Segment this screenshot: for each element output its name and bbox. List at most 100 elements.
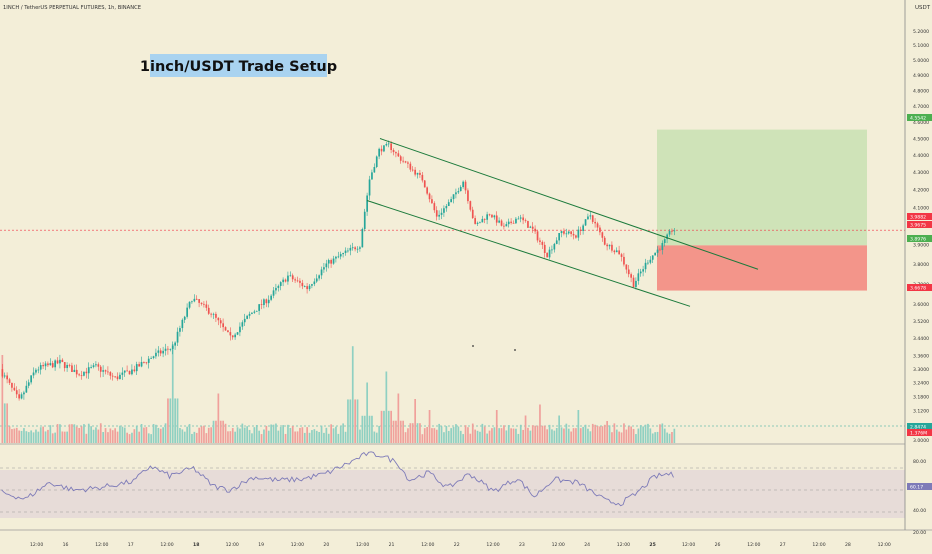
- volume-bar: [395, 420, 397, 443]
- volume-bar: [186, 426, 188, 443]
- candle-body: [294, 279, 296, 281]
- volume-bar: [671, 432, 673, 443]
- volume-bar: [438, 423, 440, 443]
- volume-bar: [25, 431, 28, 443]
- candle-body: [78, 374, 80, 376]
- volume-bar: [42, 426, 44, 443]
- candle-body: [375, 156, 378, 167]
- candle-body: [27, 382, 30, 386]
- candle-body: [111, 375, 114, 377]
- volume-bar: [174, 398, 176, 443]
- candle-body: [181, 319, 184, 329]
- volume-bar: [522, 429, 524, 443]
- candle-body: [627, 269, 630, 275]
- volume-bar: [227, 431, 229, 443]
- profit-zone[interactable]: [657, 129, 867, 246]
- volume-bar: [651, 433, 654, 443]
- volume-bar: [534, 425, 536, 443]
- candle-body: [241, 322, 244, 327]
- candle-body: [563, 231, 565, 234]
- candle-body: [349, 247, 352, 251]
- loss-zone[interactable]: [657, 245, 867, 291]
- candle-body: [476, 222, 479, 224]
- candle-body: [251, 312, 253, 314]
- candle-body: [495, 215, 498, 223]
- volume-bar: [332, 428, 335, 443]
- candle-body: [673, 230, 676, 232]
- volume-bar: [318, 432, 320, 443]
- price-tick-label: 4.5000: [913, 136, 929, 142]
- volume-bar: [368, 415, 371, 443]
- volume-bar: [217, 393, 220, 443]
- volume-bar: [294, 431, 296, 443]
- price-tick-label: 3.6000: [913, 302, 929, 308]
- volume-bar: [335, 426, 337, 443]
- volume-bar: [138, 431, 140, 443]
- candle-body: [671, 230, 673, 232]
- volume-bar: [539, 404, 541, 443]
- channel-lower-line[interactable]: [366, 200, 691, 307]
- symbol-line: 1INCH / TetherUS PERPETUAL FUTURES, 1h, …: [3, 5, 141, 11]
- volume-bar: [279, 426, 282, 443]
- volume-bar: [150, 434, 152, 443]
- candle-body: [229, 332, 232, 336]
- time-tick-label: 25: [649, 542, 655, 548]
- volume-bar: [423, 428, 426, 443]
- channel-lines[interactable]: [366, 138, 759, 307]
- volume-bar: [267, 430, 270, 443]
- candle-body: [572, 233, 575, 236]
- candle-body: [435, 210, 438, 217]
- candle-body: [584, 219, 587, 226]
- volume-bar: [491, 428, 493, 443]
- candle-body: [651, 255, 654, 260]
- time-tick-label: 21: [389, 542, 395, 548]
- candle-body: [140, 362, 143, 367]
- volume-bar: [589, 431, 592, 443]
- volume-bar: [623, 423, 625, 443]
- volume-bar: [618, 431, 620, 443]
- candle-body: [512, 222, 515, 224]
- price-tick-label: 3.3600: [913, 354, 929, 360]
- volume-bar: [157, 427, 160, 443]
- volume-bar: [59, 424, 61, 443]
- price-axis[interactable]: 5.2000 5.1000 5.0000 4.9000 4.8000 4.7000 4.60…: [913, 29, 929, 536]
- candle-body: [498, 220, 500, 223]
- volume-bar: [421, 434, 424, 443]
- volume-bar: [51, 433, 54, 443]
- candle-body: [654, 252, 656, 256]
- volume-bar: [35, 429, 37, 443]
- volume-bar: [6, 403, 8, 443]
- candle-body: [445, 206, 448, 209]
- channel-upper-line[interactable]: [379, 138, 759, 270]
- time-axis[interactable]: 12:00 16 12:00 17 12:00 18 12:00 19 12:00 20 12:00…: [30, 542, 891, 548]
- candle-body: [354, 247, 356, 250]
- stray-dot: [472, 345, 474, 347]
- volume-bar: [287, 424, 289, 443]
- candle-body: [212, 313, 215, 315]
- volume-bar: [471, 423, 474, 443]
- volume-bar: [56, 424, 59, 443]
- volume-bar: [546, 429, 548, 443]
- price-badge: [907, 423, 932, 430]
- volume-bar: [80, 426, 83, 443]
- price-tick-label: 3.4400: [913, 336, 929, 342]
- volume-bar: [258, 430, 260, 443]
- time-tick-label: 12:00: [812, 542, 825, 548]
- price-tick-label: 3.3000: [913, 367, 929, 373]
- candle-body: [56, 360, 59, 364]
- candle-body: [188, 301, 191, 308]
- volume-bar: [47, 429, 49, 443]
- candle-body: [582, 225, 584, 231]
- volume-bar: [584, 424, 587, 443]
- candle-body: [371, 172, 373, 180]
- candle-body: [387, 143, 390, 145]
- candle-body: [637, 273, 640, 281]
- volume-bar: [407, 428, 409, 443]
- volume-bar: [606, 421, 608, 443]
- volume-bar: [229, 431, 232, 443]
- volume-bar: [661, 423, 664, 443]
- price-tick-label: 4.7000: [913, 104, 929, 110]
- volume-bar: [378, 425, 380, 443]
- volume-bar: [78, 427, 80, 443]
- candle-body: [649, 259, 652, 263]
